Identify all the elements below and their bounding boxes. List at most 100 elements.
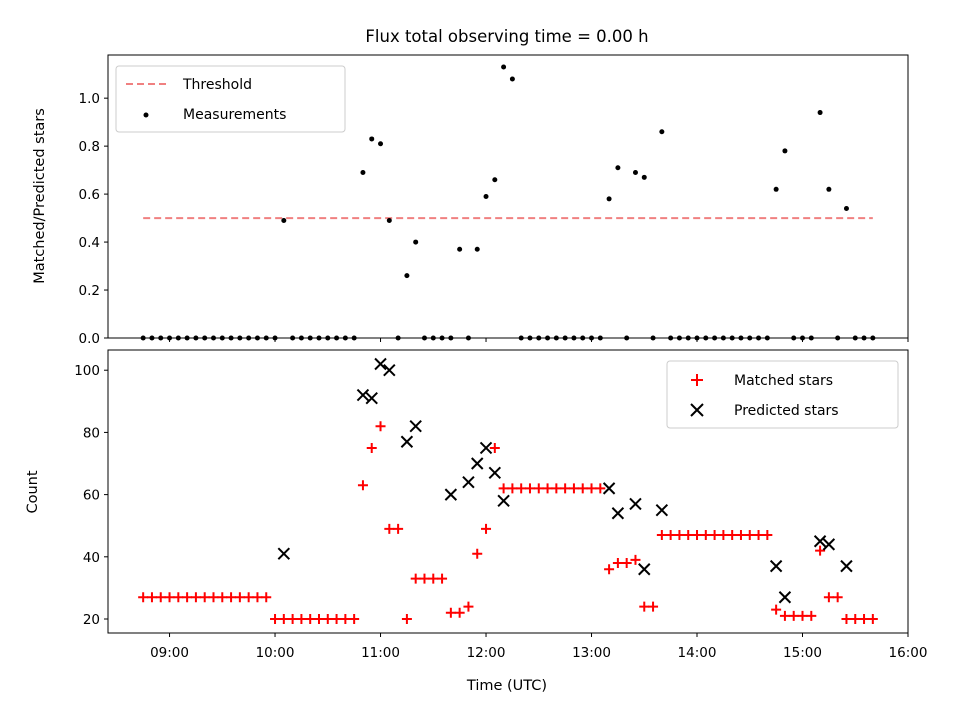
measurement-point	[808, 335, 814, 341]
measurement-point	[351, 335, 357, 341]
matched-star-point	[797, 610, 808, 621]
predicted-star-point	[638, 563, 651, 576]
x-tick-label: 13:00	[572, 645, 611, 661]
x-axis-label: Time (UTC)	[466, 678, 547, 694]
measurement-point	[202, 335, 208, 341]
matched-star-point	[322, 614, 333, 625]
matched-star-point	[560, 483, 571, 494]
matched-star-point	[586, 483, 597, 494]
matched-star-point	[366, 442, 377, 453]
top-y-ticks: 0.0 0.2 0.4 0.6 0.8 1.0	[79, 91, 108, 347]
predicted-star-point	[479, 441, 493, 455]
measurement-point	[246, 335, 252, 341]
matched-star-point	[806, 610, 817, 621]
measurement-point	[386, 217, 392, 223]
matched-star-point	[533, 483, 544, 494]
measurement-point	[307, 335, 313, 341]
matched-star-point	[516, 483, 527, 494]
x-tick-label: 11:00	[361, 645, 400, 661]
matched-star-point	[524, 483, 535, 494]
predicted-star-point	[488, 466, 502, 480]
matched-star-point	[674, 530, 685, 541]
matched-star-point	[859, 614, 870, 625]
matched-star-point	[472, 548, 483, 559]
matched-star-point	[340, 614, 351, 625]
matched-star-point	[639, 601, 650, 612]
measurement-point	[659, 129, 665, 135]
matched-star-point	[173, 592, 184, 603]
top-plot: 0.0 0.2 0.4 0.6 0.8 1.0 Matched/Predicted sta…	[32, 54, 909, 347]
predicted-star-point	[611, 507, 625, 520]
matched-star-point	[823, 592, 834, 603]
measurement-point	[817, 110, 823, 116]
measurement-point	[861, 335, 867, 341]
matched-star-point	[692, 530, 703, 541]
y-tick-label: 100	[74, 363, 100, 379]
top-x-ticks	[169, 338, 909, 342]
matched-star-point	[410, 573, 421, 584]
top-plot-marks	[140, 64, 876, 341]
matched-star-point	[735, 530, 746, 541]
measurement-point	[254, 335, 260, 341]
measurement-point	[843, 205, 849, 211]
x-tick-label: 12:00	[467, 645, 506, 661]
predicted-star-point	[400, 435, 414, 448]
matched-star-point	[604, 564, 615, 575]
matched-star-point	[841, 614, 852, 625]
measurement-point	[852, 335, 858, 341]
predicted-star-point	[471, 457, 484, 470]
matched-star-point	[481, 523, 492, 534]
measurement-point	[219, 335, 225, 341]
matched-star-point	[349, 614, 360, 625]
matched-star-point	[393, 523, 404, 534]
matched-star-point	[146, 592, 157, 603]
measurement-point	[465, 335, 471, 341]
bottom-y-ticks: 20 40 60 80 100	[74, 363, 108, 628]
measurement-point	[263, 335, 269, 341]
matched-star-point	[788, 610, 799, 621]
matched-star-point	[753, 530, 764, 541]
measurement-point	[298, 335, 304, 341]
chart-title: Flux total observing time = 0.00 h	[365, 27, 648, 46]
matched-star-point	[727, 530, 738, 541]
measurement-point	[580, 335, 586, 341]
matched-star-point	[621, 558, 632, 569]
measurement-point	[756, 335, 762, 341]
matched-star-point	[718, 530, 729, 541]
measurement-point	[325, 335, 331, 341]
matched-star-point	[665, 530, 676, 541]
measurement-point	[650, 335, 656, 341]
matched-star-point	[700, 530, 711, 541]
predicted-star-point	[277, 547, 291, 560]
top-legend: Threshold Measurements	[115, 65, 346, 133]
bottom-y-axis-label: Count	[25, 470, 41, 513]
bottom-legend: Matched stars Predicted stars	[666, 360, 899, 429]
matched-star-point	[498, 483, 509, 494]
measurement-point	[870, 335, 876, 341]
matched-star-point	[296, 614, 307, 625]
x-tick-label: 10:00	[256, 645, 295, 661]
matched-star-point	[463, 601, 474, 612]
y-tick-label: 60	[83, 488, 100, 504]
matched-star-point	[744, 530, 755, 541]
measurement-point	[483, 194, 489, 199]
measurement-point	[369, 136, 375, 142]
matched-star-point	[305, 614, 316, 625]
matched-star-point	[278, 614, 289, 625]
measurement-point	[509, 76, 515, 82]
y-tick-label: 0.8	[79, 139, 100, 155]
matched-star-point	[779, 610, 790, 621]
measurement-point	[228, 335, 234, 341]
predicted-star-point	[602, 482, 616, 495]
measurement-point	[571, 335, 577, 341]
matched-star-point	[595, 483, 606, 494]
legend-matched-label: Matched stars	[734, 373, 833, 389]
measurement-point	[738, 335, 744, 341]
measurement-point	[712, 335, 718, 341]
matched-star-point	[683, 530, 694, 541]
measurement-point	[773, 186, 779, 192]
measurement-point	[316, 335, 322, 341]
matched-star-point	[428, 573, 439, 584]
matched-star-point	[182, 592, 193, 603]
legend-threshold-label: Threshold	[182, 77, 252, 93]
